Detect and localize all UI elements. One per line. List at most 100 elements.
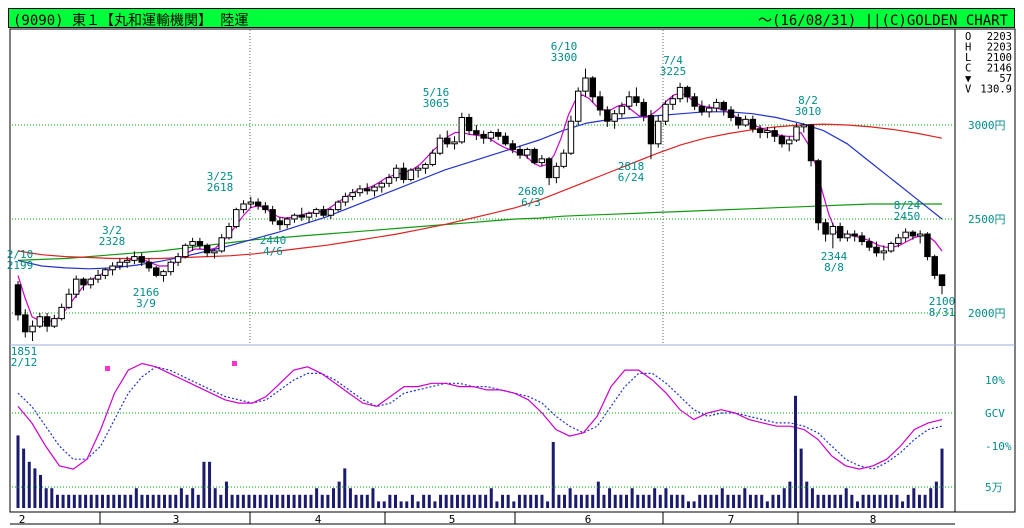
candle-body: [713, 101, 720, 109]
volume-bar: [405, 501, 409, 508]
candle-body: [87, 278, 94, 286]
candle-body: [924, 233, 931, 258]
candle-body: [36, 316, 44, 327]
price-annotation: 3225: [660, 65, 687, 78]
candle-body: [334, 201, 342, 211]
copyright-title: ～(16/08/31) ||(C)GOLDEN CHART: [757, 13, 1008, 29]
month-label: 4: [315, 513, 322, 526]
volume-bar: [670, 494, 674, 508]
month-label: 3: [173, 513, 180, 526]
candle-body: [749, 118, 757, 130]
month-label: 2: [19, 513, 26, 526]
volume-bar: [619, 494, 623, 508]
volume-bar: [630, 488, 634, 508]
title-bar: (9090) 東１【丸和運輸機関】 陸運 ～(16/08/31) ||(C)GO…: [8, 8, 1015, 29]
price-annotation: 2/10: [7, 248, 34, 261]
volume-bar: [399, 501, 403, 508]
volume-bar: [157, 494, 161, 508]
oscillator-tick-label: 10%: [985, 374, 1005, 387]
price-annotation: 3300: [551, 51, 578, 64]
candle-body: [807, 124, 815, 162]
volume-bar: [253, 494, 257, 508]
volume-bar: [872, 494, 876, 508]
oscillator-tick-label: GCV: [985, 407, 1005, 420]
candle-body: [378, 182, 386, 188]
volume-bar: [546, 501, 550, 508]
volume-bar: [501, 494, 505, 508]
candle-body: [465, 116, 473, 132]
volume-bar: [698, 494, 702, 508]
volume-bar: [658, 494, 662, 508]
volume-bar: [174, 494, 178, 508]
volume-bar: [450, 494, 454, 508]
candle-body: [473, 130, 480, 135]
candle-body: [262, 205, 269, 211]
price-annotation: 3/25: [207, 170, 234, 183]
volume-bar: [478, 494, 482, 508]
volume-bar: [332, 488, 336, 508]
volume-bar: [467, 494, 471, 508]
candle-body: [655, 120, 662, 145]
candle-body: [29, 325, 36, 333]
volume-bar: [771, 494, 775, 508]
volume-bar: [101, 494, 105, 508]
volume-bar: [901, 501, 905, 508]
price-annotation: 2199: [7, 259, 34, 272]
candle-body: [822, 222, 829, 235]
candle-body: [705, 107, 713, 113]
candle-body: [647, 115, 655, 145]
volume-bar: [129, 494, 133, 508]
volume-bar: [416, 501, 420, 508]
volume-bar: [489, 488, 493, 508]
price-annotation: 2440: [260, 234, 287, 247]
volume-tick-label: 5万: [985, 481, 1003, 494]
volume-bar: [912, 488, 916, 508]
candle-body: [138, 256, 145, 263]
volume-bar: [241, 494, 245, 508]
volume-bar: [112, 494, 116, 508]
volume-bar: [940, 448, 944, 508]
candle-body: [276, 220, 284, 226]
volume-bar: [461, 494, 465, 508]
candle-body: [669, 98, 677, 105]
volume-bar: [788, 481, 792, 508]
volume-bar: [95, 494, 99, 508]
volume-bar: [512, 501, 516, 508]
month-label: 7: [728, 513, 735, 526]
volume-bar: [61, 494, 65, 508]
volume-bar: [827, 494, 831, 508]
volume-bar: [613, 494, 617, 508]
candle-body: [800, 124, 807, 128]
volume-bar: [365, 494, 369, 508]
price-annotation: 8/2: [798, 94, 818, 107]
price-annotation: 2100: [929, 295, 956, 308]
price-annotation: 1851: [11, 345, 38, 358]
candle-body: [22, 314, 29, 333]
candle-body: [887, 242, 895, 252]
candle-body: [487, 132, 495, 139]
ohlc-value: 57: [999, 73, 1012, 85]
volume-bar: [258, 494, 262, 508]
candle-body: [480, 133, 487, 139]
volume-bar: [867, 494, 871, 508]
volume-bar: [281, 494, 285, 508]
volume-bar: [895, 494, 899, 508]
candle-body: [225, 226, 233, 239]
candle-body: [538, 158, 546, 164]
volume-bar: [534, 494, 538, 508]
candle-body: [771, 130, 778, 137]
volume-bar: [726, 494, 730, 508]
ma-long-line: [17, 123, 943, 260]
candle-body: [298, 214, 305, 218]
volume-bar: [67, 494, 71, 508]
volume-bar: [202, 461, 206, 508]
volume-bar: [861, 494, 865, 508]
volume-bar: [822, 494, 826, 508]
candle-body: [189, 241, 196, 246]
ma-mid-line: [17, 111, 943, 270]
candle-body: [727, 109, 735, 118]
volume-bar: [754, 494, 758, 508]
candle-body: [785, 139, 793, 145]
candle-body: [524, 148, 531, 156]
